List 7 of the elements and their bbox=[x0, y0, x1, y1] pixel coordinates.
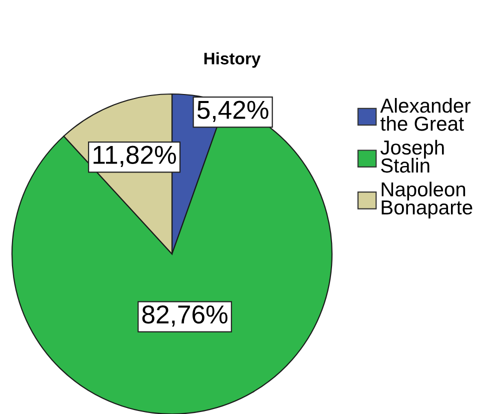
legend-label: Joseph Stalin bbox=[380, 140, 444, 173]
legend-label: Napoleon Bonaparte bbox=[382, 182, 472, 219]
chart-title: History bbox=[204, 52, 261, 68]
data-label: 5,42% bbox=[197, 100, 268, 122]
legend-label: Alexander the Great bbox=[380, 98, 470, 131]
data-label: 82,76% bbox=[142, 305, 228, 327]
data-label: 11,82% bbox=[94, 146, 176, 168]
